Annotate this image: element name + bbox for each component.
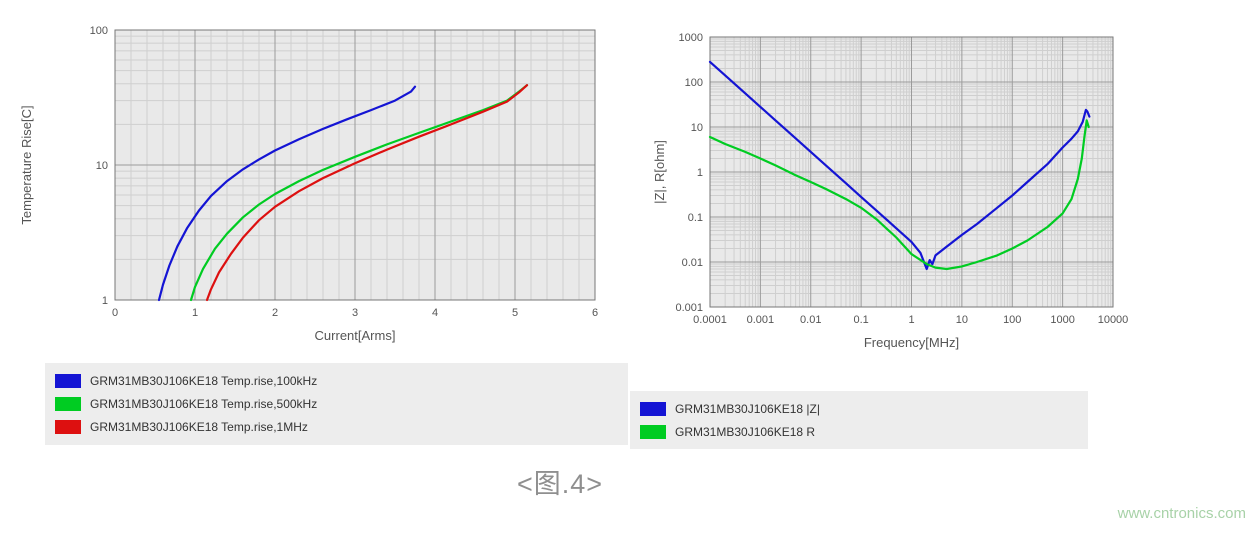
y-axis-label: Temperature Rise[C] xyxy=(19,105,34,224)
y-tick-label: 100 xyxy=(685,77,703,89)
legend-label-impedance: GRM31MB30J106KE18 |Z| xyxy=(675,401,820,416)
x-tick-label: 5 xyxy=(512,307,518,319)
figure-caption: <图.4> xyxy=(516,469,604,499)
y-tick-label: 10 xyxy=(691,122,703,134)
x-tick-label: 2 xyxy=(272,307,278,319)
legend-label-temprise-100khz: GRM31MB30J106KE18 Temp.rise,100kHz xyxy=(90,373,318,388)
legend-label-esr: GRM31MB30J106KE18 R xyxy=(675,424,816,439)
x-tick-label: 1 xyxy=(908,314,914,326)
y-tick-label: 10 xyxy=(96,160,108,172)
x-tick-label: 10 xyxy=(956,314,968,326)
x-tick-label: 1000 xyxy=(1050,314,1074,326)
x-tick-label: 0.0001 xyxy=(693,314,727,326)
plot-border xyxy=(709,36,1114,308)
legend-item-esr: GRM31MB30J106KE18 R xyxy=(640,421,1078,443)
x-tick-label: 100 xyxy=(1003,314,1021,326)
x-tick-label: 1 xyxy=(192,307,198,319)
x-tick-label: 4 xyxy=(432,307,438,319)
y-axis-label: |Z|, R[ohm] xyxy=(652,140,667,204)
impedance-chart: 0.0001 0.001 0.01 0.1 1 10 100 1000 100000.0010.… xyxy=(652,32,1129,350)
x-tick-label: 6 xyxy=(592,307,598,319)
y-tick-label: 0.01 xyxy=(682,257,703,269)
series-line-2 xyxy=(205,84,529,302)
legend-item-temprise-500khz: GRM31MB30J106KE18 Temp.rise,500kHz xyxy=(55,393,618,415)
x-tick-label: 0.01 xyxy=(800,314,821,326)
y-tick-label: 1 xyxy=(102,295,108,307)
legend-label-temprise-1mhz: GRM31MB30J106KE18 Temp.rise,1MHz xyxy=(90,420,308,435)
x-axis-label: Frequency[MHz] xyxy=(864,335,959,350)
legend-swatch-red xyxy=(55,420,81,435)
x-tick-label: 0.1 xyxy=(853,314,868,326)
y-tick-label: 0.1 xyxy=(688,212,703,224)
y-tick-label: 0.001 xyxy=(675,302,703,314)
right-chart-legend: GRM31MB30J106KE18 |Z| GRM31MB30J106KE18 … xyxy=(630,391,1088,449)
plot-border xyxy=(114,29,596,301)
legend-swatch-green xyxy=(55,396,81,411)
left-chart-legend: GRM31MB30J106KE18 Temp.rise,100kHz GRM31… xyxy=(45,363,628,445)
watermark-text: www.cntronics.com xyxy=(1117,505,1246,522)
series-line-0 xyxy=(157,85,417,302)
series-line-1 xyxy=(189,84,529,302)
series-line-1 xyxy=(708,119,1090,271)
legend-label-temprise-500khz: GRM31MB30J106KE18 Temp.rise,500kHz xyxy=(90,396,318,411)
legend-item-temprise-1mhz: GRM31MB30J106KE18 Temp.rise,1MHz xyxy=(55,416,618,438)
x-tick-label: 0.001 xyxy=(747,314,775,326)
y-tick-label: 1 xyxy=(697,167,703,179)
legend-swatch-blue xyxy=(55,373,81,388)
legend-item-impedance: GRM31MB30J106KE18 |Z| xyxy=(640,398,1078,420)
x-tick-label: 0 xyxy=(112,307,118,319)
legend-item-temprise-100khz: GRM31MB30J106KE18 Temp.rise,100kHz xyxy=(55,370,618,392)
y-tick-label: 100 xyxy=(90,25,108,37)
series-line-0 xyxy=(708,60,1091,271)
legend-swatch-green xyxy=(640,424,666,439)
y-tick-label: 1000 xyxy=(679,32,703,44)
legend-swatch-blue xyxy=(640,401,666,416)
x-tick-label: 10000 xyxy=(1098,314,1129,326)
x-tick-label: 3 xyxy=(352,307,358,319)
x-axis-label: Current[Arms] xyxy=(315,328,396,343)
